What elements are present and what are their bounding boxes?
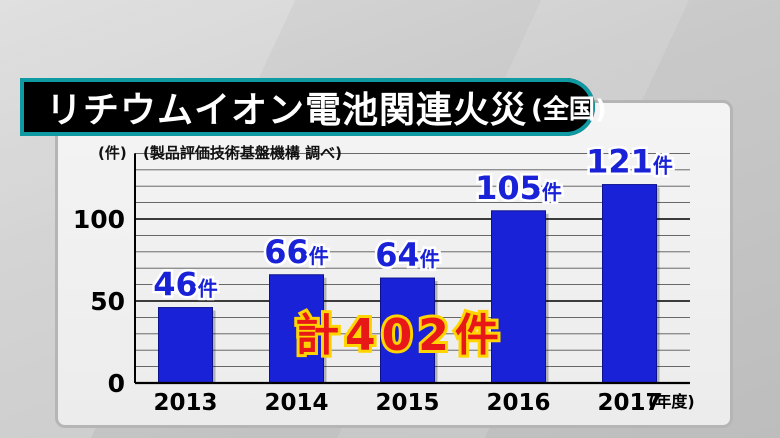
x-tick-label: 2015 — [375, 390, 439, 416]
y-tick-label: 100 — [73, 205, 125, 234]
x-tick-label: 2014 — [264, 390, 328, 416]
data-label: 46件 — [153, 266, 218, 304]
x-tick-label: 2013 — [153, 390, 217, 416]
chart-subtitle: (全国) — [531, 94, 607, 125]
title-bar: リチウムイオン電池関連火災 (全国) — [20, 78, 607, 136]
y-tick-label: 0 — [108, 369, 125, 398]
bar — [269, 274, 324, 384]
y-tick-label: 50 — [90, 287, 125, 316]
data-label: 66件 — [264, 233, 329, 271]
x-tick-label: 2016 — [486, 390, 550, 416]
x-tick-label: 2017 — [597, 390, 661, 416]
y-axis-label: (件) — [98, 144, 127, 162]
total-annotation: 計402件 — [295, 310, 505, 361]
data-label: 121件 — [586, 143, 673, 181]
x-axis-label: (年度) — [648, 392, 695, 411]
source-note: (製品評価技術基盤機構 調べ) — [143, 144, 342, 162]
bar — [380, 277, 435, 384]
bar — [602, 184, 657, 384]
chart-title: リチウムイオン電池関連火災 — [46, 90, 528, 131]
bar — [491, 210, 546, 384]
data-label: 64件 — [375, 236, 440, 274]
data-label: 105件 — [475, 169, 562, 207]
bar — [158, 307, 213, 384]
